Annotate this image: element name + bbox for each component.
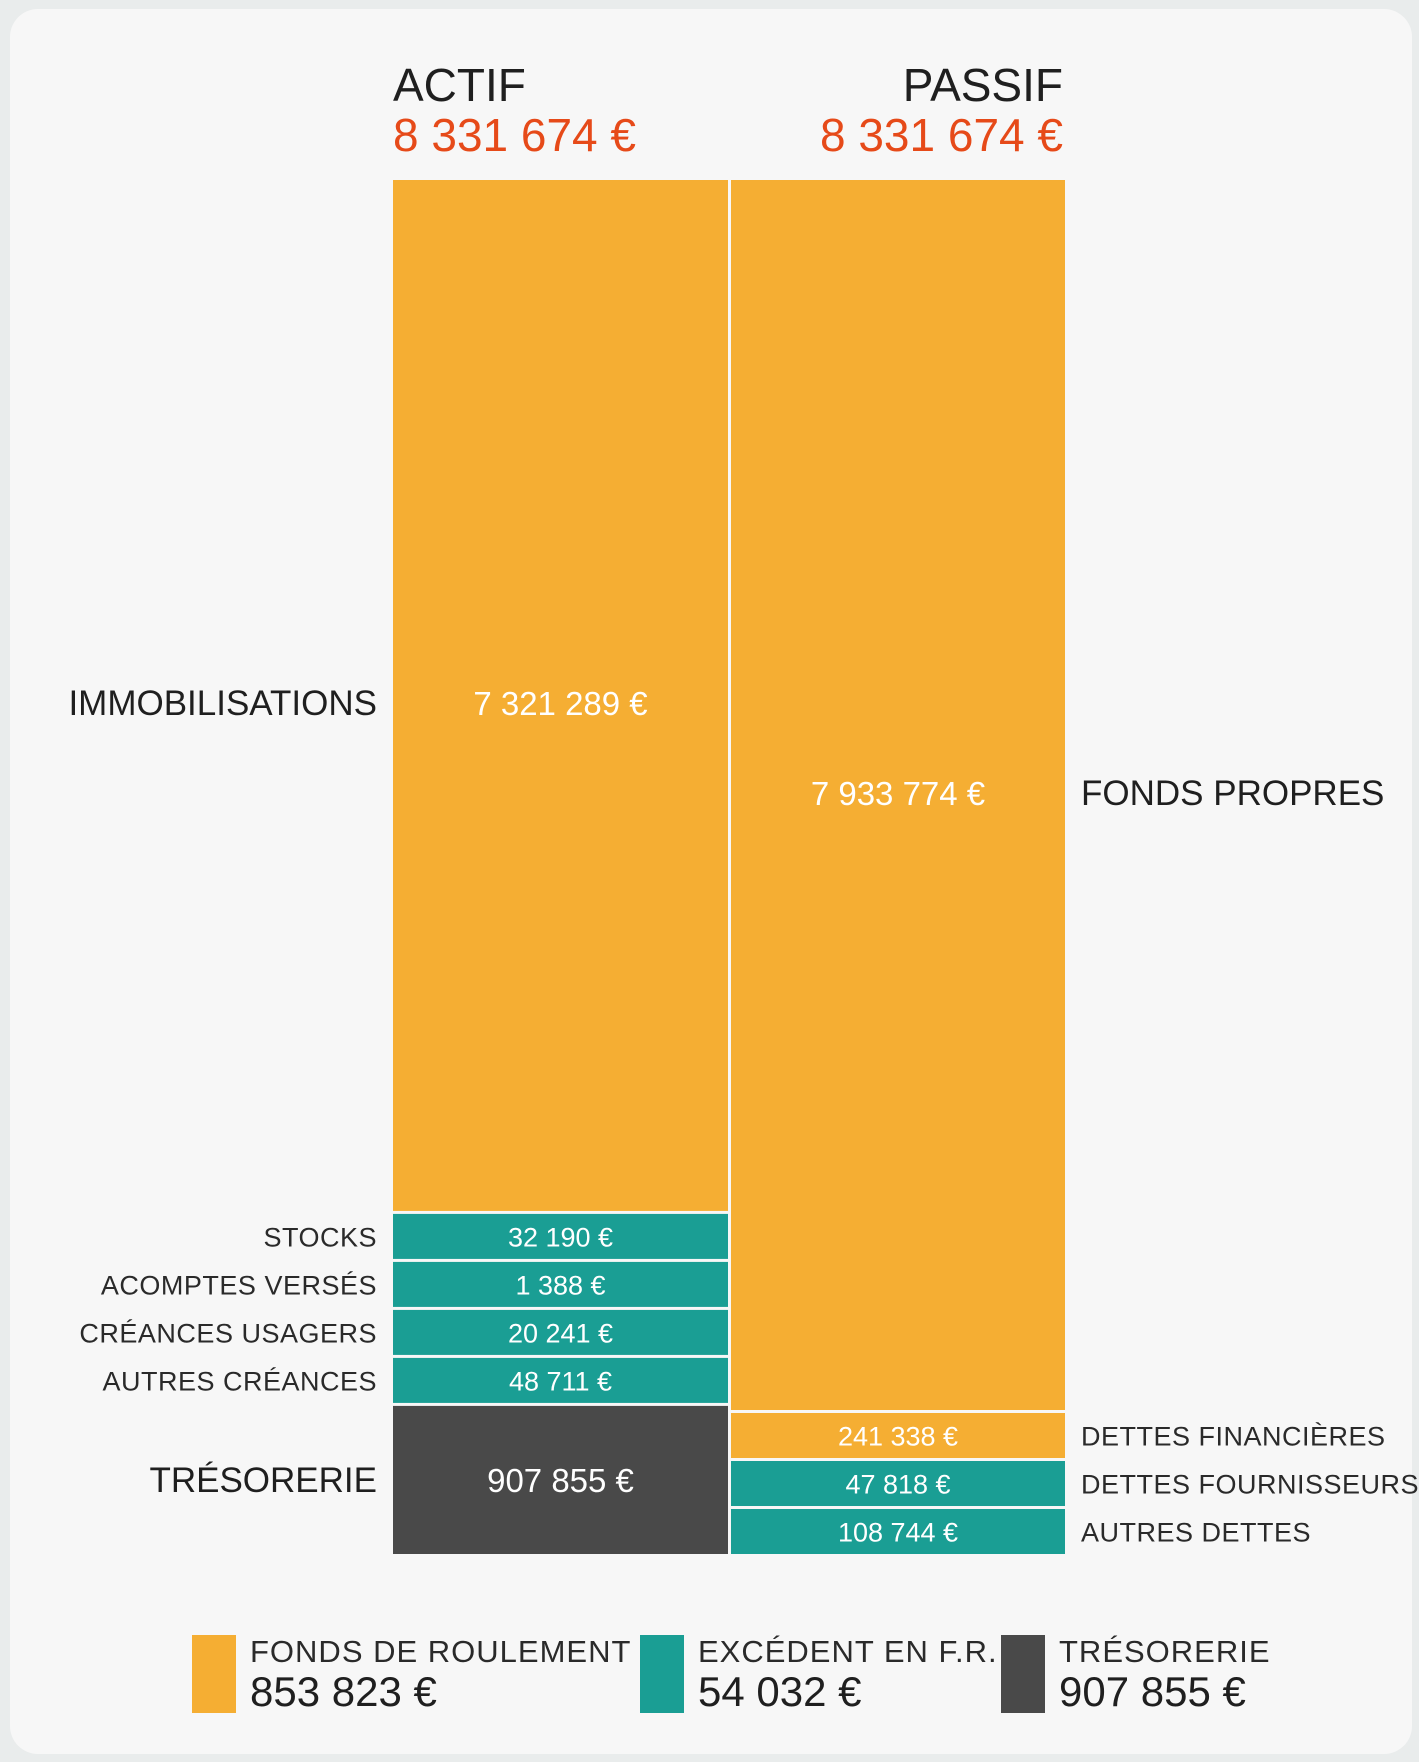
passif-label-dettes-fournisseurs: DETTES FOURNISSEURS (1081, 1470, 1419, 1500)
actif-value-autres-creances: 48 711 € (509, 1366, 612, 1396)
legend-swatch-fonds-de-roulement (192, 1635, 236, 1713)
passif-value-dettes-fournisseurs: 47 818 € (845, 1470, 950, 1500)
legend-label-tresorerie: TRÉSORERIE (1059, 1634, 1271, 1669)
legend-value-excedent-en-f-r: 54 032 € (698, 1668, 862, 1715)
legend-label-fonds-de-roulement: FONDS DE ROULEMENT (250, 1634, 631, 1669)
passif-label-fonds-propres: FONDS PROPRES (1081, 774, 1384, 813)
actif-label-tresorerie: TRÉSORERIE (149, 1461, 377, 1500)
passif-label-autres-dettes: AUTRES DETTES (1081, 1518, 1311, 1548)
actif-label-stocks: STOCKS (263, 1222, 377, 1252)
actif-label-autres-creances: AUTRES CRÉANCES (102, 1366, 377, 1396)
actif-title: ACTIF (393, 59, 526, 111)
passif-title: PASSIF (903, 59, 1063, 111)
actif-value-creances-usagers: 20 241 € (508, 1318, 613, 1348)
passif-value-fonds-propres: 7 933 774 € (811, 775, 985, 812)
actif-value-immobilisations: 7 321 289 € (473, 685, 647, 722)
actif-total: 8 331 674 € (393, 109, 636, 161)
legend-value-fonds-de-roulement: 853 823 € (250, 1668, 437, 1715)
legend-swatch-excedent-en-f-r (640, 1635, 684, 1713)
passif-total: 8 331 674 € (820, 109, 1063, 161)
passif-value-dettes-financieres: 241 338 € (838, 1422, 958, 1452)
passif-label-dettes-financieres: DETTES FINANCIÈRES (1081, 1422, 1386, 1452)
legend-label-excedent-en-f-r: EXCÉDENT EN F.R. (698, 1634, 998, 1669)
passif-value-autres-dettes: 108 744 € (838, 1518, 958, 1548)
bars-group: 7 321 289 € IMMOBILISATIONS 32 190 € STOCKS… (68, 180, 1419, 1554)
actif-label-creances-usagers: CRÉANCES USAGERS (79, 1318, 377, 1348)
actif-label-acomptes-verses: ACOMPTES VERSÉS (101, 1270, 377, 1300)
actif-value-acomptes-verses: 1 388 € (515, 1270, 605, 1300)
actif-value-stocks: 32 190 € (508, 1222, 613, 1252)
actif-value-tresorerie: 907 855 € (487, 1462, 634, 1499)
actif-label-immobilisations: IMMOBILISATIONS (68, 684, 377, 723)
legend-value-tresorerie: 907 855 € (1059, 1668, 1246, 1715)
legend-swatch-tresorerie (1001, 1635, 1045, 1713)
